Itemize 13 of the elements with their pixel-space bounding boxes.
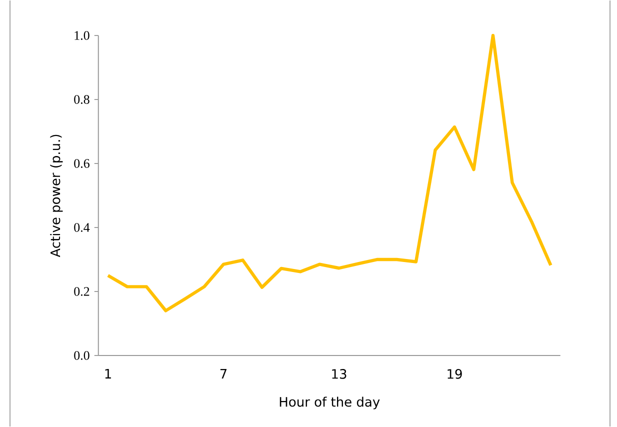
y-tick-label: 0.0 [74,351,90,360]
y-tick-label: 0.8 [74,95,90,104]
y-axis-title: Active power (p.u.) [50,134,63,258]
x-tick-label: 19 [448,369,462,379]
y-tick-label: 1.0 [74,31,90,40]
y-tick-label: 0.2 [74,287,90,296]
line-series [106,34,552,312]
x-tick-label: 7 [220,369,227,378]
x-axis-title: Hour of the day [280,396,380,410]
y-tick-label: 0.4 [74,223,90,232]
x-tick-label: 1 [105,369,111,378]
y-tick-label: 0.6 [74,159,90,168]
x-tick-label: 13 [332,369,346,379]
